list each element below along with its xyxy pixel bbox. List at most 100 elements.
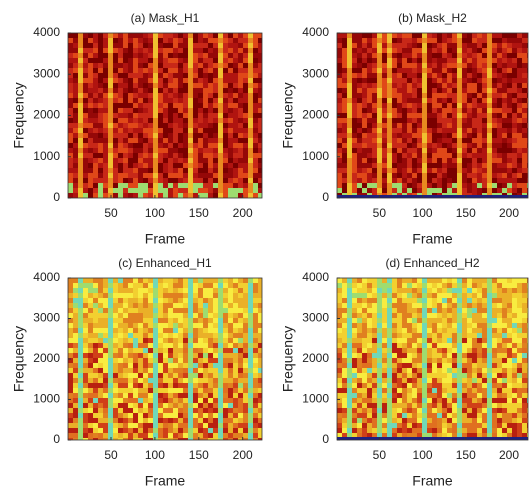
spectrogram-cell bbox=[118, 303, 123, 308]
spectrogram-cell bbox=[397, 353, 402, 358]
spectrogram-cell bbox=[243, 178, 248, 183]
spectrogram-cell bbox=[472, 368, 477, 373]
spectrogram-cell bbox=[357, 148, 362, 153]
spectrogram-cell bbox=[417, 288, 422, 293]
spectrogram-cell bbox=[193, 433, 198, 438]
spectrogram-cell bbox=[422, 413, 427, 418]
spectrogram-cell bbox=[68, 148, 73, 153]
spectrogram-cell bbox=[427, 288, 432, 293]
spectrogram-cell bbox=[417, 183, 422, 188]
spectrogram-cell bbox=[447, 183, 452, 188]
spectrogram-cell bbox=[233, 98, 238, 103]
spectrogram-cell bbox=[422, 73, 427, 78]
spectrogram-cell bbox=[168, 433, 173, 438]
spectrogram-cell bbox=[362, 88, 367, 93]
spectrogram-cell bbox=[98, 333, 103, 338]
spectrogram-cell bbox=[407, 33, 412, 38]
spectrogram-cell bbox=[103, 393, 108, 398]
spectrogram-cell bbox=[88, 358, 93, 363]
spectrogram-cell bbox=[183, 88, 188, 93]
spectrogram-cell bbox=[432, 403, 437, 408]
spectrogram-cell bbox=[452, 143, 457, 148]
spectrogram-cell bbox=[93, 193, 98, 198]
spectrogram-cell bbox=[492, 158, 497, 163]
spectrogram-cell bbox=[387, 393, 392, 398]
spectrogram-cell bbox=[427, 123, 432, 128]
spectrogram-cell bbox=[238, 153, 243, 158]
spectrogram-cell bbox=[367, 308, 372, 313]
spectrogram-cell bbox=[108, 83, 113, 88]
spectrogram-cell bbox=[397, 313, 402, 318]
spectrogram-cell bbox=[367, 323, 372, 328]
spectrogram-cell bbox=[83, 143, 88, 148]
spectrogram-cell bbox=[138, 48, 143, 53]
spectrogram-cell bbox=[447, 358, 452, 363]
spectrogram-cell bbox=[83, 83, 88, 88]
spectrogram-cell bbox=[397, 113, 402, 118]
spectrogram-cell bbox=[163, 383, 168, 388]
spectrogram-cell bbox=[153, 38, 158, 43]
spectrogram-cell bbox=[372, 183, 377, 188]
spectrogram-cell bbox=[427, 188, 432, 193]
spectrogram-cell bbox=[188, 43, 193, 48]
spectrogram-cell bbox=[198, 98, 203, 103]
spectrogram-cell bbox=[93, 68, 98, 73]
spectrogram-cell bbox=[133, 63, 138, 68]
spectrogram-cell bbox=[188, 333, 193, 338]
spectrogram-cell bbox=[178, 168, 183, 173]
spectrogram-cell bbox=[392, 283, 397, 288]
spectrogram-cell bbox=[477, 43, 482, 48]
spectrogram-cell bbox=[208, 103, 213, 108]
spectrogram-cell bbox=[442, 348, 447, 353]
spectrogram-cell bbox=[178, 418, 183, 423]
spectrogram-cell bbox=[437, 378, 442, 383]
spectrogram-cell bbox=[372, 343, 377, 348]
spectrogram-cell bbox=[98, 303, 103, 308]
spectrogram-cell bbox=[412, 33, 417, 38]
spectrogram-cell bbox=[83, 118, 88, 123]
spectrogram-cell bbox=[108, 318, 113, 323]
spectrogram-cell bbox=[467, 328, 472, 333]
spectrogram-cell bbox=[452, 313, 457, 318]
spectrogram-cell bbox=[382, 383, 387, 388]
spectrogram-cell bbox=[213, 128, 218, 133]
spectrogram-cell bbox=[238, 63, 243, 68]
spectrogram-cell bbox=[467, 283, 472, 288]
spectrogram-cell bbox=[243, 148, 248, 153]
spectrogram-cell bbox=[367, 428, 372, 433]
spectrogram-cell bbox=[218, 183, 223, 188]
spectrogram-cell bbox=[163, 298, 168, 303]
spectrogram-cell bbox=[377, 83, 382, 88]
spectrogram-cell bbox=[83, 108, 88, 113]
spectrogram-cell bbox=[178, 93, 183, 98]
spectrogram-cell bbox=[168, 163, 173, 168]
spectrogram-cell bbox=[238, 298, 243, 303]
spectrogram-cell bbox=[437, 353, 442, 358]
spectrogram-cell bbox=[98, 368, 103, 373]
spectrogram-cell bbox=[442, 153, 447, 158]
spectrogram-cell bbox=[203, 43, 208, 48]
spectrogram-cell bbox=[68, 83, 73, 88]
spectrogram-cell bbox=[78, 73, 83, 78]
spectrogram-cell bbox=[213, 413, 218, 418]
spectrogram-cell bbox=[223, 108, 228, 113]
spectrogram-cell bbox=[78, 93, 83, 98]
spectrogram-cell bbox=[362, 168, 367, 173]
spectrogram-cell bbox=[412, 183, 417, 188]
spectrogram-cell bbox=[382, 323, 387, 328]
spectrogram-cell bbox=[178, 353, 183, 358]
spectrogram-cell bbox=[362, 428, 367, 433]
spectrogram-cell bbox=[352, 408, 357, 413]
spectrogram-cell bbox=[228, 278, 233, 283]
spectrogram-cell bbox=[357, 103, 362, 108]
spectrogram-cell bbox=[238, 93, 243, 98]
spectrogram-cell bbox=[492, 338, 497, 343]
spectrogram-cell bbox=[362, 128, 367, 133]
spectrogram-cell bbox=[482, 323, 487, 328]
spectrogram-cell bbox=[407, 83, 412, 88]
spectrogram-cell bbox=[73, 168, 78, 173]
spectrogram-cell bbox=[143, 173, 148, 178]
spectrogram-cell bbox=[183, 108, 188, 113]
spectrogram-cell bbox=[153, 168, 158, 173]
spectrogram-cell bbox=[352, 323, 357, 328]
